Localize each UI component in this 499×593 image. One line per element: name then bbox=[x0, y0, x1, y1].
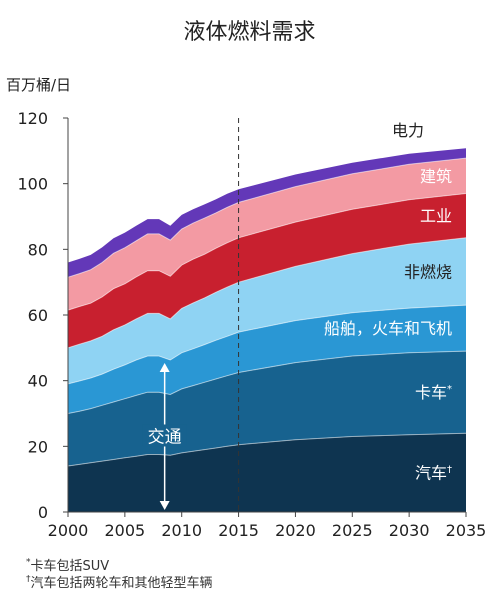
series-boundary-1 bbox=[67, 350, 467, 414]
y-tick-label-120: 120 bbox=[17, 109, 48, 128]
y-tick-label-60: 60 bbox=[28, 306, 48, 325]
y-tick-label-40: 40 bbox=[28, 372, 48, 391]
series-label-mark-0: † bbox=[447, 465, 452, 476]
x-tick-label-2015: 2015 bbox=[218, 521, 259, 540]
x-tick-label-2035: 2035 bbox=[446, 521, 487, 540]
footnote-cars: †汽车包括两轮车和其他轻型车辆 bbox=[26, 574, 213, 591]
area-series-4 bbox=[68, 193, 466, 348]
chart-title: 液体燃料需求 bbox=[183, 20, 316, 45]
x-tick-label-2010: 2010 bbox=[161, 521, 202, 540]
y-tick-label-100: 100 bbox=[17, 175, 48, 194]
area-series-3 bbox=[68, 237, 466, 384]
series-label-2: 船舶，火车和飞机 bbox=[324, 319, 452, 338]
y-tick-label-0: 0 bbox=[38, 503, 48, 522]
footnote-cars-text: 汽车包括两轮车和其他轻型车辆 bbox=[30, 576, 213, 591]
annotation-arrow-head-top-0 bbox=[159, 362, 170, 372]
series-boundary-4 bbox=[67, 193, 467, 311]
series-label-0: 汽车† bbox=[415, 464, 452, 483]
y-tick-label-20: 20 bbox=[28, 437, 48, 456]
y-axis-unit-label: 百万桶/日 bbox=[6, 76, 72, 94]
x-tick-label-2000: 2000 bbox=[48, 521, 89, 540]
x-tick-label-2025: 2025 bbox=[332, 521, 373, 540]
series-label-mark-1: * bbox=[447, 384, 452, 395]
series-label-3: 非燃烧 bbox=[404, 262, 452, 281]
annotation-arrow-head-bottom-0 bbox=[159, 501, 170, 510]
area-series-0 bbox=[68, 433, 466, 512]
area-series-2 bbox=[68, 305, 466, 414]
area-series-6 bbox=[68, 148, 466, 278]
series-label-6: 电力 bbox=[392, 121, 424, 140]
area-series-5 bbox=[68, 158, 466, 311]
series-boundary-0 bbox=[67, 432, 467, 467]
series-boundary-5 bbox=[67, 157, 467, 278]
footnote-trucks-text: 卡车包括SUV bbox=[30, 559, 110, 574]
series-label-5: 建筑 bbox=[420, 167, 452, 186]
x-tick-label-2020: 2020 bbox=[275, 521, 316, 540]
series-label-1: 卡车* bbox=[415, 383, 452, 402]
footnote-trucks: *卡车包括SUV bbox=[26, 557, 110, 574]
series-boundary-3 bbox=[67, 237, 467, 349]
y-tick-label-80: 80 bbox=[28, 240, 48, 259]
x-tick-label-2005: 2005 bbox=[104, 521, 145, 540]
annotation-label-bg-0 bbox=[142, 424, 187, 447]
annotation-label-0: 交通 bbox=[148, 427, 182, 447]
series-boundary-2 bbox=[67, 304, 467, 385]
x-tick-label-2030: 2030 bbox=[389, 521, 430, 540]
series-label-4: 工业 bbox=[420, 207, 452, 226]
